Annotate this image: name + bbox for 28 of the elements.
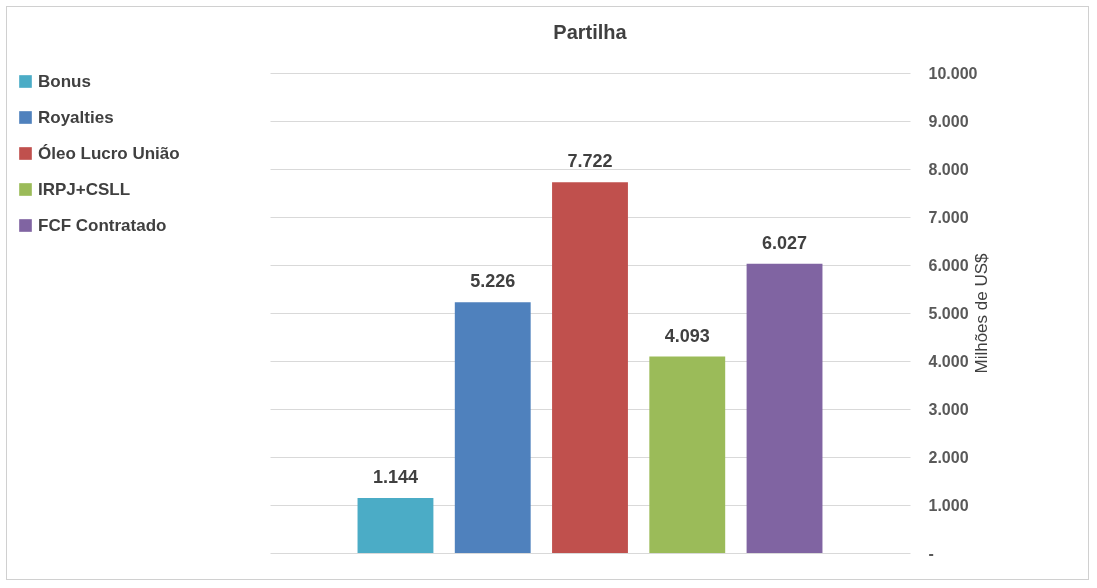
bar [746,263,823,553]
legend-label: IRPJ+CSLL [38,179,131,199]
y-tick-label: 10.000 [928,64,978,82]
legend-label: Bonus [38,71,91,91]
y-tick-label: 3.000 [928,400,969,418]
bar [454,302,531,553]
y-tick-label: 8.000 [928,160,969,178]
y-tick-label: 6.000 [928,256,969,274]
bar [357,498,434,553]
y-tick-label: 9.000 [928,112,969,130]
legend-label: FCF Contratado [38,215,167,235]
legend-label: Royalties [38,107,114,127]
data-label: 1.144 [372,467,418,488]
data-label: 4.093 [664,325,710,346]
legend-label: Óleo Lucro União [38,143,180,163]
bar [649,356,726,553]
bar [552,182,628,553]
chart-title: Partilha [553,21,628,43]
y-tick-label: 4.000 [928,352,969,370]
y-tick-label: 1.000 [928,496,969,514]
y-tick-label: 7.000 [928,208,969,226]
y-axis-title: Milhões de US$ [972,252,992,374]
data-label: 5.226 [470,271,516,292]
y-tick-label: - [928,544,934,562]
data-label: 7.722 [567,151,613,172]
y-tick-label: 2.000 [928,448,969,466]
y-tick-label: 5.000 [928,304,969,322]
data-label: 6.027 [762,232,808,253]
